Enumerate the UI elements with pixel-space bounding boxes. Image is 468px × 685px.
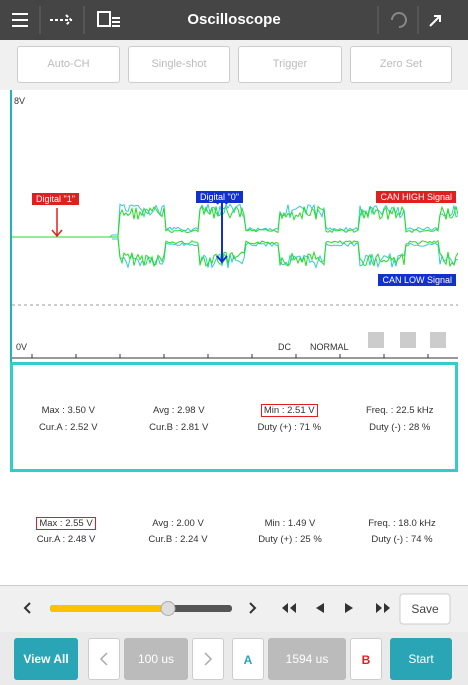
cursor-time: 1594 us xyxy=(268,638,346,680)
max: Max : 3.50 V xyxy=(41,405,95,416)
zero-voltage: 0V xyxy=(16,342,28,352)
duty-neg: Duty (-) : 74 % xyxy=(371,534,433,545)
min: Min : 2.51 V xyxy=(260,404,318,417)
time-div: 100 us xyxy=(124,638,188,680)
annotation: Digital "0" xyxy=(196,191,243,203)
min: Min : 1.49 V xyxy=(264,518,316,529)
cur-b: Cur.B : 2.81 V xyxy=(149,422,209,433)
measurement-panel: Max : 2.55 V Avg : 2.00 V Min : 1.49 V Freq… xyxy=(10,472,458,585)
cursor-a-button[interactable]: A xyxy=(232,638,264,680)
avg: Avg : 2.00 V xyxy=(152,518,204,529)
duty-pos: Duty (+) : 25 % xyxy=(258,534,322,545)
cursor-b-button[interactable]: B xyxy=(350,638,382,680)
annotation: CAN LOW Signal xyxy=(378,274,456,286)
avg: Avg : 2.98 V xyxy=(152,405,205,416)
top-voltage: 8V xyxy=(14,96,26,106)
annotation: Digital "1" xyxy=(32,193,79,205)
view-all-button[interactable]: View All xyxy=(14,638,78,680)
next-button[interactable] xyxy=(192,638,224,680)
save-button[interactable]: Save xyxy=(411,602,439,616)
playback-controls xyxy=(23,593,451,625)
start-button[interactable]: Start xyxy=(390,638,452,680)
duty-neg: Duty (-) : 28 % xyxy=(369,422,431,433)
single-shot-button[interactable]: Single-shot xyxy=(128,46,230,83)
measurement-panel: Max : 3.50 V Avg : 2.98 V Min : 2.51 V Freq… xyxy=(10,362,458,472)
trigger-button[interactable]: Trigger xyxy=(238,46,342,83)
zero-set-button[interactable]: Zero Set xyxy=(350,46,452,83)
trigger-mode: NORMAL xyxy=(310,342,349,352)
coupling: DC xyxy=(278,342,291,352)
freq: Freq. : 18.0 kHz xyxy=(368,518,436,529)
cur-b: Cur.B : 2.24 V xyxy=(148,534,208,545)
cur-a: Cur.A : 2.52 V xyxy=(38,422,98,433)
trace xyxy=(112,236,458,268)
scope-screen: 8V 0V Digital "1" Digital "0" CAN HIGH S… xyxy=(10,90,458,362)
annotation: CAN HIGH Signal xyxy=(376,191,456,203)
max: Max : 2.55 V xyxy=(36,517,96,530)
top-icons xyxy=(12,6,441,34)
playback-bar: Save xyxy=(0,585,468,632)
cur-a: Cur.A : 2.48 V xyxy=(36,534,96,545)
prev-button[interactable] xyxy=(88,638,120,680)
auto-ch-button[interactable]: Auto-CH xyxy=(17,46,120,83)
trace xyxy=(12,204,458,238)
top-bar: Oscilloscope xyxy=(0,0,468,40)
duty-pos: Duty (+) : 71 % xyxy=(257,422,322,433)
freq: Freq. : 22.5 kHz xyxy=(365,405,434,416)
screen-title: Oscilloscope xyxy=(187,11,281,28)
waveform xyxy=(12,196,458,359)
